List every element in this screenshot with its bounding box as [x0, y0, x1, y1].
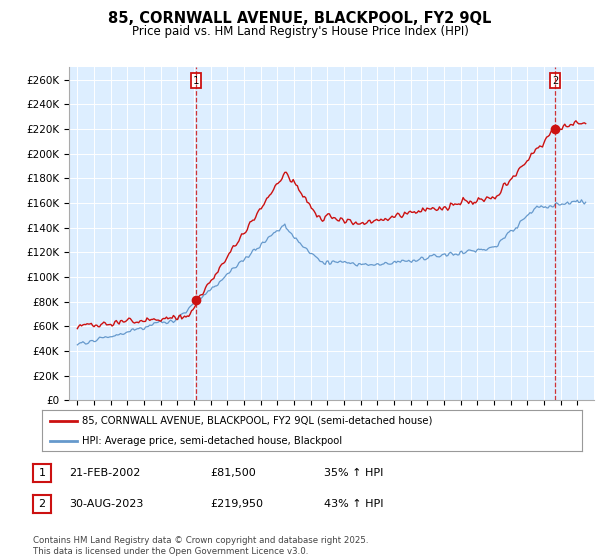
Text: HPI: Average price, semi-detached house, Blackpool: HPI: Average price, semi-detached house,… — [83, 436, 343, 446]
Text: £219,950: £219,950 — [210, 499, 263, 509]
Text: 85, CORNWALL AVENUE, BLACKPOOL, FY2 9QL (semi-detached house): 85, CORNWALL AVENUE, BLACKPOOL, FY2 9QL … — [83, 416, 433, 426]
Text: 2: 2 — [552, 76, 558, 86]
Text: £81,500: £81,500 — [210, 468, 256, 478]
Text: 21-FEB-2002: 21-FEB-2002 — [69, 468, 140, 478]
Text: Price paid vs. HM Land Registry's House Price Index (HPI): Price paid vs. HM Land Registry's House … — [131, 25, 469, 38]
Text: 43% ↑ HPI: 43% ↑ HPI — [324, 499, 383, 509]
Text: 35% ↑ HPI: 35% ↑ HPI — [324, 468, 383, 478]
Text: 1: 1 — [193, 76, 199, 86]
Text: Contains HM Land Registry data © Crown copyright and database right 2025.
This d: Contains HM Land Registry data © Crown c… — [33, 536, 368, 556]
Text: 2: 2 — [38, 499, 46, 509]
Text: 1: 1 — [38, 468, 46, 478]
Text: 85, CORNWALL AVENUE, BLACKPOOL, FY2 9QL: 85, CORNWALL AVENUE, BLACKPOOL, FY2 9QL — [109, 11, 491, 26]
Text: 30-AUG-2023: 30-AUG-2023 — [69, 499, 143, 509]
